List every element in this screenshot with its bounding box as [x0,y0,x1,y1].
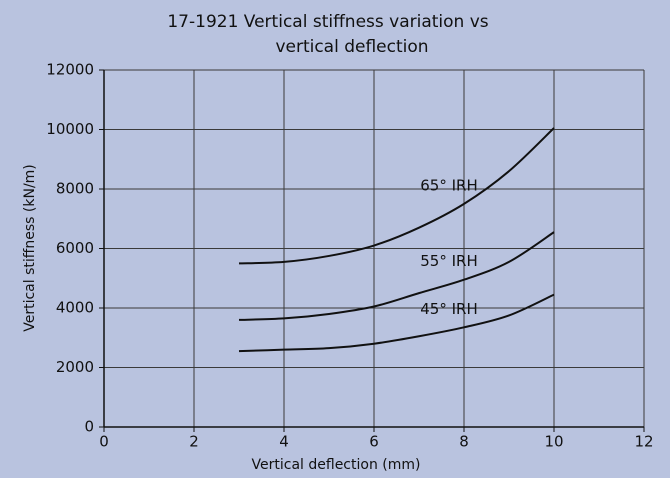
series-label: 55° IRH [420,252,477,270]
x-tick-label: 8 [459,433,469,451]
x-tick-label: 0 [99,433,109,451]
x-axis-label: Vertical deflection (mm) [252,457,421,473]
x-tick-label: 6 [369,433,379,451]
y-tick-label: 12000 [46,61,94,79]
x-tick-label: 2 [189,433,199,451]
y-tick-label: 2000 [56,358,94,376]
series-label: 45° IRH [420,300,477,318]
y-tick-label: 8000 [56,180,94,198]
chart-title: vertical deflection [275,37,428,57]
y-tick-label: 10000 [46,120,94,138]
line [238,127,555,265]
chart-title: 17-1921 Vertical stiffness variation vs [167,12,488,32]
x-tick-label: 10 [544,433,563,451]
x-tick-label: 12 [634,433,653,451]
y-axis-label: Vertical stiffness (kN/m) [22,164,38,332]
series-label: 65° IRH [420,176,477,194]
line [238,293,555,353]
y-tick-label: 4000 [56,299,94,317]
y-tick-label: 0 [84,418,94,436]
x-tick-label: 4 [279,433,289,451]
line [238,231,555,321]
y-tick-label: 6000 [56,239,94,257]
